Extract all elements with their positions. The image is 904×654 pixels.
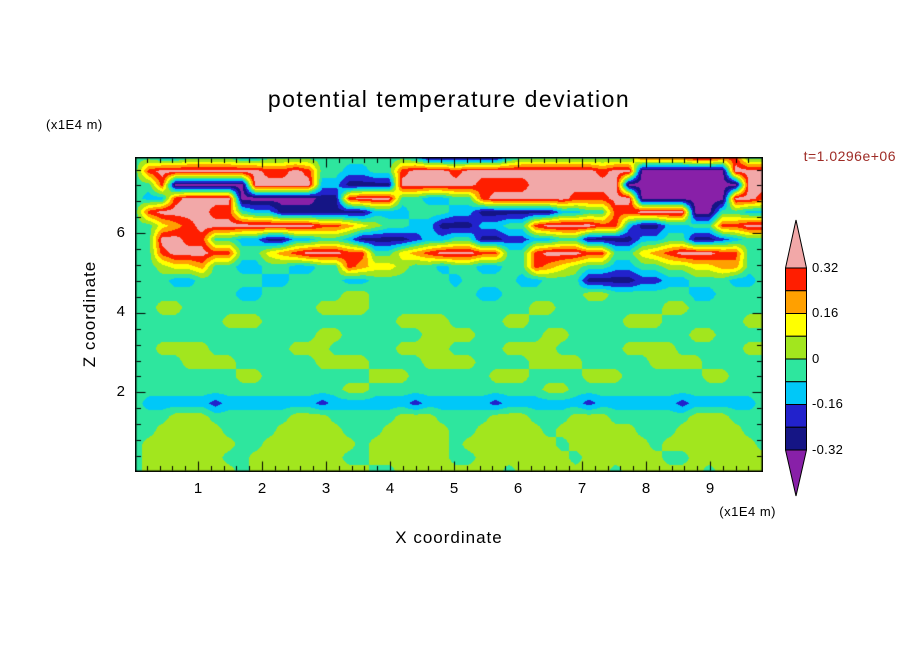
x-tick-label: 2 [257,480,267,497]
x-axis-label: X coordinate [395,528,503,547]
x-axis-unit: (x1E4 m) [719,504,776,519]
colorbar-tick-label: 0 [812,351,820,366]
x-tick-label: 6 [513,480,523,497]
y-tick-label: 4 [116,303,125,320]
colorbar-tick-label: 0.32 [812,260,839,275]
y-axis-unit: (x1E4 m) [46,117,103,132]
y-tick-label: 6 [116,224,125,241]
x-tick-label: 5 [449,480,459,497]
heatmap-canvas [135,157,763,472]
chart-title: potential temperature deviation [267,86,631,112]
colorbar-tick-label: -0.16 [812,396,844,411]
colorbar [785,219,807,497]
colorbar-tick-label: 0.16 [812,305,839,320]
colorbar-tick-label: -0.32 [812,442,844,457]
time-label: t=1.0296e+06 [803,148,896,164]
x-tick-label: 9 [705,480,715,497]
x-tick-label: 4 [385,480,395,497]
x-tick-label: 3 [321,480,331,497]
x-tick-label: 7 [577,480,587,497]
x-tick-label: 8 [641,480,651,497]
y-tick-label: 2 [116,383,125,400]
x-tick-label: 1 [193,480,203,497]
plot-area [135,157,763,472]
